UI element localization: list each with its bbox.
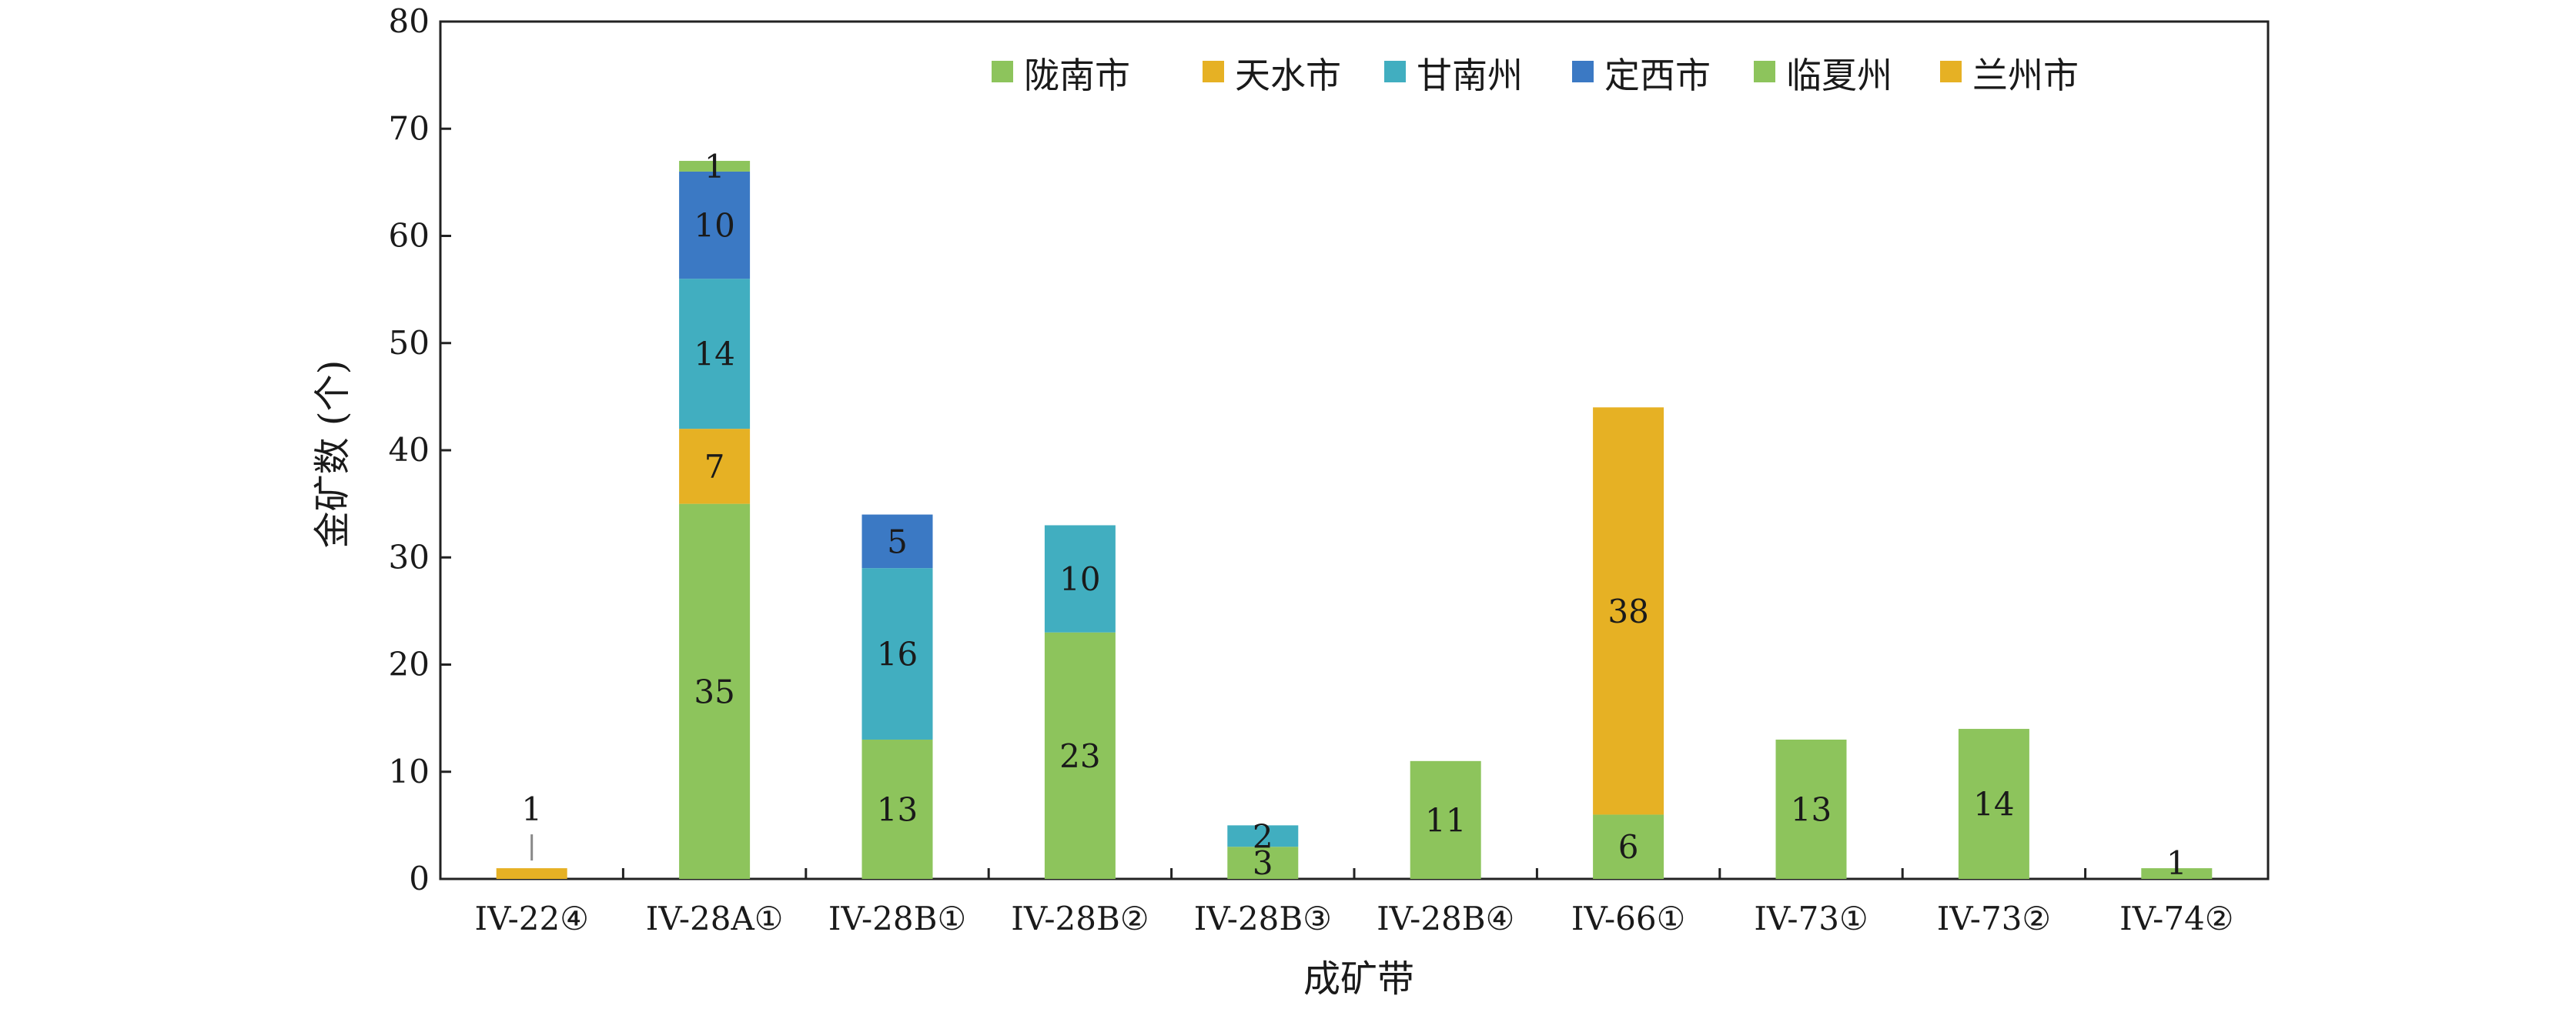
x-tick-label: IV-28B① xyxy=(828,900,966,937)
legend-swatch xyxy=(1384,61,1406,82)
x-axis-title: 成矿带 xyxy=(1303,957,1414,1001)
x-tick-label: IV-28B③ xyxy=(1194,900,1332,937)
data-label: 6 xyxy=(1618,828,1639,866)
bar-segment xyxy=(496,868,567,879)
legend-swatch xyxy=(1940,61,1962,82)
data-label: 23 xyxy=(1059,737,1100,775)
bar-segment xyxy=(861,568,933,740)
y-tick-label: 20 xyxy=(389,646,430,683)
legend-label: 天水市 xyxy=(1235,55,1341,96)
bar-segment xyxy=(1227,825,1299,847)
bar-segment xyxy=(1410,760,1481,879)
y-tick-label: 30 xyxy=(389,538,430,576)
x-tick-label: IV-73② xyxy=(1937,900,2051,937)
bar-segment xyxy=(679,279,751,429)
y-axis-title: 金矿数 (个) xyxy=(311,360,354,549)
legend-label: 甘南州 xyxy=(1417,55,1523,96)
legend-swatch xyxy=(1754,61,1775,82)
bar-segment xyxy=(1593,407,1664,815)
x-tick-label: IV-28B④ xyxy=(1377,900,1514,937)
bar-segment xyxy=(1044,525,1116,633)
bar-segment xyxy=(1775,739,1847,879)
data-label: 5 xyxy=(887,523,908,560)
legend-label: 临夏州 xyxy=(1786,55,1892,96)
data-label: 11 xyxy=(1425,801,1466,839)
bar-segment xyxy=(679,503,751,879)
x-tick-label: IV-28B② xyxy=(1011,900,1149,937)
data-label: 14 xyxy=(1973,786,2014,824)
data-label: 38 xyxy=(1607,593,1648,630)
bar-segment xyxy=(1044,632,1116,879)
y-tick-label: 70 xyxy=(389,109,430,147)
data-label: 10 xyxy=(694,207,734,245)
data-label: 13 xyxy=(877,790,918,828)
y-tick-label: 50 xyxy=(389,324,430,362)
x-tick-label: IV-22④ xyxy=(475,900,589,937)
legend-swatch xyxy=(1203,61,1224,82)
legend-swatch xyxy=(992,61,1013,82)
bar-segment xyxy=(861,514,933,569)
data-label: 1 xyxy=(704,148,725,185)
data-label: 2 xyxy=(1253,817,1273,855)
data-label: 3 xyxy=(1253,844,1273,882)
legend-label: 陇南市 xyxy=(1024,55,1130,96)
bar-segment xyxy=(1958,729,2029,879)
y-tick-label: 60 xyxy=(389,217,430,255)
data-label: 7 xyxy=(704,448,725,486)
bar-segment xyxy=(1227,847,1299,879)
data-label: 10 xyxy=(1059,560,1100,598)
x-tick-label: IV-66① xyxy=(1571,900,1685,937)
x-tick-label: IV-28A① xyxy=(646,900,784,937)
data-label: 13 xyxy=(1791,790,1832,828)
bar-segment xyxy=(679,429,751,504)
bar-segment xyxy=(861,739,933,879)
bar-segment xyxy=(679,161,751,172)
data-label: 16 xyxy=(877,636,918,673)
y-tick-label: 0 xyxy=(409,860,430,897)
data-label: 14 xyxy=(694,336,734,373)
y-tick-label: 10 xyxy=(389,753,430,790)
legend-label: 定西市 xyxy=(1604,55,1711,96)
y-tick-label: 40 xyxy=(389,431,430,469)
bar-segment xyxy=(2141,868,2213,879)
y-tick-label: 80 xyxy=(389,2,430,40)
x-tick-label: IV-73① xyxy=(1754,900,1868,937)
data-label: 1 xyxy=(2166,844,2187,882)
data-label: 35 xyxy=(694,673,734,710)
legend-swatch xyxy=(1572,61,1594,82)
data-label: 1 xyxy=(521,790,542,828)
x-tick-label: IV-74② xyxy=(2119,900,2233,937)
bar-segment xyxy=(679,171,751,279)
bar-segment xyxy=(1593,814,1664,879)
legend-label: 兰州市 xyxy=(1972,55,2079,96)
